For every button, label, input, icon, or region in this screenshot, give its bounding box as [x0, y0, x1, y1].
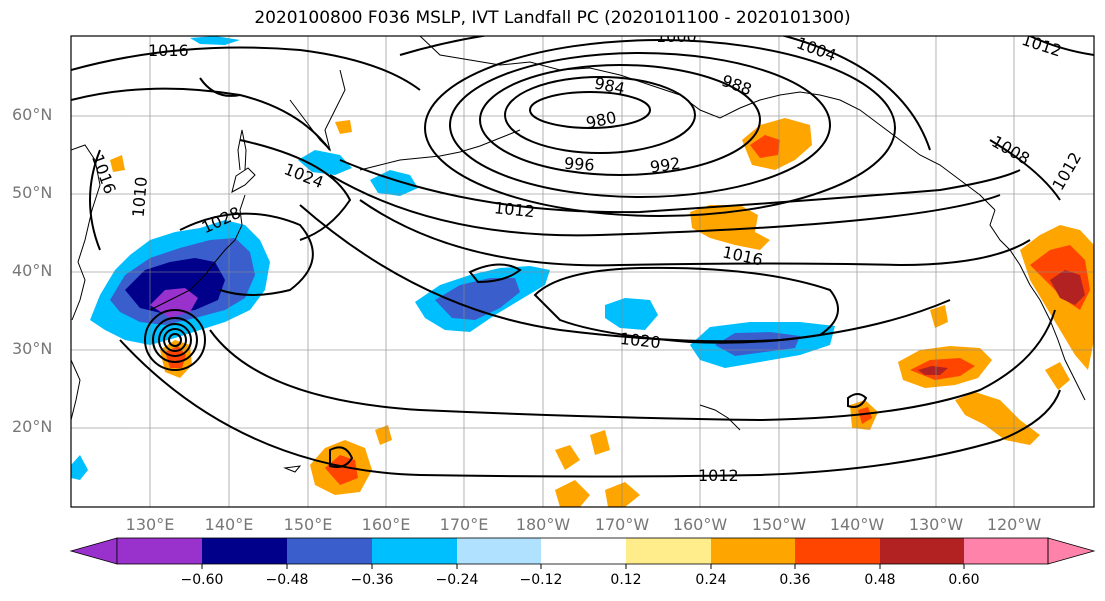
colorbar-tick-label: 0.48 [864, 572, 896, 588]
mslp-isobars [71, 36, 1094, 478]
colorbar-tick-label: −0.24 [435, 572, 479, 588]
lon-label: 170°W [594, 515, 650, 534]
lon-label: 160°E [361, 515, 411, 534]
colorbar-tick-label: 0.24 [695, 572, 727, 588]
colorbar-extend-high [1047, 537, 1096, 565]
isobar-1028 [179, 212, 314, 296]
colorbar-tick-label: 0.36 [779, 572, 811, 588]
lon-label: 130°W [908, 515, 964, 534]
colorbar-segment [711, 538, 795, 564]
lon-label: 160°W [672, 515, 728, 534]
colorbar-segment [795, 538, 880, 564]
coast-hawaii [699, 404, 741, 431]
isobar-label: 1012 [698, 466, 739, 485]
colorbar-segment [117, 538, 202, 564]
isobar-1004 [399, 36, 931, 151]
coast-alaska [419, 36, 996, 211]
typhoon-low [144, 309, 206, 371]
isobar-label: 1010 [129, 176, 151, 218]
lon-label: 170°E [439, 515, 489, 534]
ivt-negative-anomalies [71, 36, 835, 480]
colorbar-segment [457, 538, 541, 564]
colorbar-tick-label: −0.60 [180, 572, 224, 588]
isobar-1020-inner [533, 266, 839, 344]
lat-label: 60°N [12, 105, 53, 124]
colorbar-segment [202, 538, 287, 564]
coast-kamchatka [289, 69, 346, 152]
isobar-1024 [239, 139, 352, 241]
lon-label: 140°W [829, 515, 885, 534]
lon-label: 120°W [986, 515, 1042, 534]
coast-aleutians [359, 129, 521, 171]
coast-asia [71, 144, 101, 321]
coast-bc [989, 209, 1086, 401]
colorbar-segment [626, 538, 711, 564]
colorbar [69, 537, 1096, 569]
isobar-1012-north [339, 159, 1021, 214]
colorbar-extend-low [69, 537, 118, 565]
isobar-1012-mid [329, 174, 1001, 237]
map-border [70, 35, 1095, 508]
lon-label: 130°E [125, 515, 175, 534]
colorbar-segment [964, 538, 1048, 564]
lon-label: 150°W [751, 515, 807, 534]
isobar-label: 1012 [493, 198, 535, 221]
ivt-negative-central [605, 298, 658, 330]
colorbar-tick-label: −0.48 [265, 572, 309, 588]
isobar-1010 [89, 149, 101, 251]
isobar-1008 [989, 139, 1061, 201]
lon-label: 150°E [283, 515, 333, 534]
isobar-low-center-980 [529, 91, 651, 129]
lat-label: 50°N [12, 183, 53, 202]
coast-sakhalin [237, 129, 247, 171]
lon-label: 140°E [204, 515, 254, 534]
isobar-1012-south [119, 339, 1061, 478]
isobar-1016 [359, 199, 1031, 267]
colorbar-tick-label: 0.60 [948, 572, 980, 588]
colorbar-segment [372, 538, 457, 564]
lon-label: 180°W [515, 515, 571, 534]
ivt-negative-kuril [298, 150, 352, 175]
colorbar-tick-label: −0.12 [519, 572, 563, 588]
isobar-1016-north [71, 46, 421, 91]
isobar-label: 996 [563, 154, 595, 175]
lat-label: 20°N [12, 417, 53, 436]
lat-label: 40°N [12, 261, 53, 280]
isobar-label: 1020 [619, 329, 661, 352]
isobar-label: 1016 [148, 41, 189, 60]
colorbar-segment [287, 538, 372, 564]
map-title: 2020100800 F036 MSLP, IVT Landfall PC (2… [254, 8, 851, 28]
coastlines [71, 36, 1086, 473]
isobar-subtropical-high [209, 309, 1056, 422]
colorbar-tick-label: 0.12 [610, 572, 642, 588]
coast-japan [149, 194, 246, 311]
isobar-label-group: 1016 1000 1004 1012 984 988 980 996 992 … [88, 27, 1085, 485]
isobar-label: 992 [649, 154, 682, 177]
isobar-label: 1000 [656, 27, 697, 46]
colorbar-segment [541, 538, 626, 564]
colorbar-segment [880, 538, 964, 564]
colorbar-tick-label: −0.36 [350, 572, 394, 588]
lat-label: 30°N [12, 339, 53, 358]
